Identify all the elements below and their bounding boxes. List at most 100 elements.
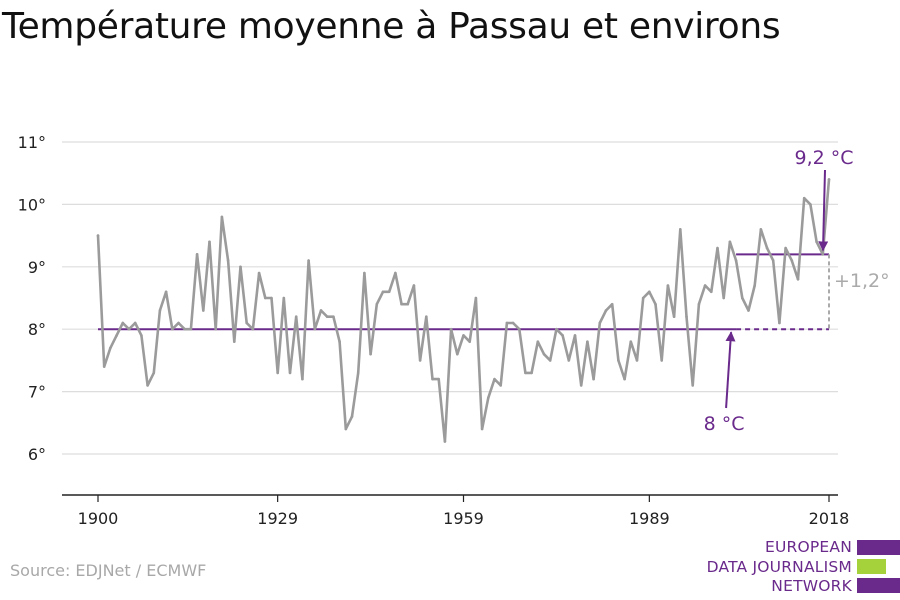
data-point-1944 bbox=[369, 352, 372, 356]
data-point-1950 bbox=[406, 302, 410, 306]
data-point-1928 bbox=[270, 296, 273, 300]
data-point-1960 bbox=[468, 340, 471, 343]
data-point-2004 bbox=[740, 296, 744, 300]
data-point-1971 bbox=[536, 340, 540, 343]
data-point-1968 bbox=[517, 327, 521, 331]
data-point-1992 bbox=[666, 284, 670, 287]
data-point-1938 bbox=[332, 315, 335, 319]
data-point-1982 bbox=[604, 309, 608, 312]
data-point-1964 bbox=[493, 377, 496, 381]
x-tick-label-1959: 1959 bbox=[443, 509, 484, 528]
data-point-1963 bbox=[486, 396, 490, 400]
data-point-2000 bbox=[716, 246, 719, 250]
data-point-1952 bbox=[418, 359, 422, 362]
data-point-1993 bbox=[672, 315, 676, 319]
data-point-1966 bbox=[505, 321, 509, 325]
data-point-2005 bbox=[747, 309, 750, 312]
data-point-1983 bbox=[610, 302, 614, 306]
data-point-1941 bbox=[350, 415, 354, 418]
data-point-1973 bbox=[548, 359, 552, 362]
y-tick-label-6: 6° bbox=[28, 445, 46, 464]
data-point-1905 bbox=[127, 327, 131, 331]
label-9-2c: 9,2 °C bbox=[794, 147, 853, 169]
data-point-2002 bbox=[728, 240, 732, 244]
data-point-1935 bbox=[313, 327, 317, 331]
data-point-1996 bbox=[691, 384, 695, 387]
x-axis bbox=[62, 494, 838, 502]
y-tick-label-7: 7° bbox=[28, 383, 46, 402]
data-point-1984 bbox=[617, 359, 620, 362]
data-point-1997 bbox=[697, 302, 701, 306]
data-point-1931 bbox=[288, 371, 292, 375]
data-point-1920 bbox=[220, 215, 224, 219]
data-point-1927 bbox=[263, 296, 267, 300]
logo-bar-top bbox=[857, 540, 900, 555]
data-point-1907 bbox=[140, 334, 143, 337]
data-point-1969 bbox=[524, 371, 527, 375]
data-point-1926 bbox=[257, 271, 261, 275]
data-point-1934 bbox=[307, 259, 310, 262]
data-point-1987 bbox=[635, 359, 639, 362]
data-point-1977 bbox=[573, 334, 577, 337]
logo-bar-middle bbox=[857, 559, 886, 574]
data-point-1994 bbox=[679, 228, 682, 231]
logo-bar-bottom bbox=[857, 578, 900, 593]
arrow-9-2c bbox=[818, 169, 829, 252]
data-point-1908 bbox=[146, 384, 149, 387]
data-point-1917 bbox=[202, 309, 205, 312]
label-8c: 8 °C bbox=[704, 413, 745, 435]
data-point-1916 bbox=[195, 253, 199, 256]
data-point-1988 bbox=[641, 296, 645, 300]
data-point-2015 bbox=[809, 203, 812, 206]
data-point-1995 bbox=[685, 315, 688, 319]
data-point-1947 bbox=[387, 290, 391, 294]
data-point-1970 bbox=[530, 371, 533, 375]
data-point-1965 bbox=[499, 384, 502, 387]
logo-line-2: DATA JOURNALISM bbox=[706, 557, 852, 576]
data-point-1902 bbox=[109, 346, 112, 350]
data-point-1940 bbox=[344, 427, 348, 431]
temperature-series-line bbox=[96, 178, 831, 443]
y-tick-label-10: 10° bbox=[18, 195, 46, 214]
data-point-1943 bbox=[363, 271, 366, 275]
data-point-1936 bbox=[319, 309, 323, 312]
data-point-1951 bbox=[412, 284, 416, 287]
annotations: 8 °C 9,2 °C +1,2° bbox=[704, 147, 890, 435]
data-point-2010 bbox=[778, 321, 781, 325]
data-point-1933 bbox=[301, 377, 304, 381]
chart-title: Température moyenne à Passau et environs bbox=[2, 6, 781, 47]
y-tick-label-8: 8° bbox=[28, 320, 46, 339]
x-tick-label-2018: 2018 bbox=[809, 509, 850, 528]
data-point-1980 bbox=[592, 377, 595, 381]
data-point-1991 bbox=[660, 359, 664, 362]
data-point-1978 bbox=[579, 384, 583, 387]
data-point-1924 bbox=[245, 321, 248, 325]
data-point-1967 bbox=[511, 321, 515, 325]
data-point-1948 bbox=[394, 271, 397, 275]
data-point-1939 bbox=[338, 340, 341, 343]
data-point-1972 bbox=[542, 352, 546, 356]
data-point-2011 bbox=[784, 246, 787, 250]
data-point-1998 bbox=[703, 284, 707, 287]
data-point-2013 bbox=[796, 277, 800, 281]
data-point-2006 bbox=[753, 284, 756, 287]
data-point-1990 bbox=[654, 302, 657, 306]
data-point-1976 bbox=[567, 359, 571, 362]
data-point-1985 bbox=[623, 377, 626, 381]
data-point-1904 bbox=[121, 321, 125, 325]
difference-label: +1,2° bbox=[834, 270, 890, 292]
data-point-1918 bbox=[208, 240, 211, 244]
data-point-2017 bbox=[821, 253, 825, 256]
data-point-1912 bbox=[171, 327, 174, 331]
data-point-1911 bbox=[164, 290, 168, 294]
data-point-1900 bbox=[96, 234, 100, 237]
data-point-2007 bbox=[759, 228, 763, 231]
data-point-1910 bbox=[158, 309, 162, 312]
temperature-series bbox=[96, 178, 831, 443]
source-note: Source: EDJNet / ECMWF bbox=[10, 561, 207, 580]
data-point-1937 bbox=[325, 315, 329, 319]
data-point-2001 bbox=[722, 296, 725, 300]
x-tick-label-1900: 1900 bbox=[78, 509, 119, 528]
data-point-2003 bbox=[734, 259, 738, 262]
data-point-1955 bbox=[437, 377, 441, 381]
